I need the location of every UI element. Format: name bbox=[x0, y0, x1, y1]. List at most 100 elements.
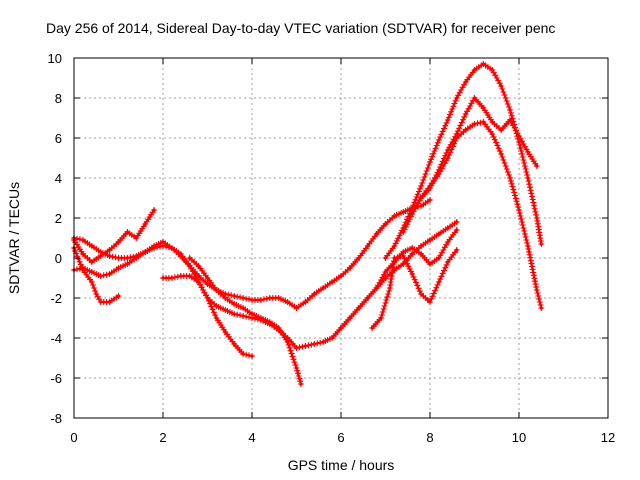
series-track-1 bbox=[71, 207, 158, 265]
data-point bbox=[232, 312, 236, 316]
data-point bbox=[116, 240, 121, 244]
data-point bbox=[526, 150, 530, 154]
data-point bbox=[464, 112, 468, 116]
data-point bbox=[383, 222, 388, 226]
data-point bbox=[437, 256, 441, 260]
data-point bbox=[268, 320, 272, 324]
y-tick-label: 8 bbox=[55, 91, 62, 106]
y-axis-label: SDTVAR / TECUs bbox=[6, 182, 22, 294]
data-point bbox=[472, 96, 477, 100]
x-tick-label: 10 bbox=[512, 430, 526, 445]
x-tick-label: 12 bbox=[601, 430, 615, 445]
y-tick-label: -8 bbox=[50, 411, 62, 426]
data-point bbox=[223, 292, 227, 296]
data-point bbox=[455, 220, 459, 224]
y-tick-label: -4 bbox=[50, 331, 62, 346]
data-point bbox=[499, 152, 503, 156]
series-line bbox=[384, 62, 543, 260]
data-point bbox=[401, 250, 405, 254]
data-point bbox=[366, 296, 370, 300]
data-point bbox=[188, 256, 192, 260]
data-point bbox=[214, 316, 218, 320]
data-point bbox=[188, 264, 192, 268]
data-point bbox=[197, 280, 201, 284]
series-markers bbox=[71, 219, 460, 351]
data-point bbox=[348, 316, 352, 320]
data-point bbox=[241, 314, 245, 318]
data-point bbox=[535, 216, 539, 220]
data-point bbox=[294, 346, 299, 350]
data-point bbox=[81, 266, 85, 270]
data-point bbox=[90, 244, 94, 248]
data-point bbox=[410, 252, 414, 256]
data-point bbox=[508, 176, 512, 180]
data-point bbox=[99, 254, 103, 258]
data-point bbox=[383, 270, 388, 274]
data-point bbox=[419, 244, 423, 248]
data-point bbox=[526, 176, 530, 180]
data-point bbox=[464, 128, 468, 132]
data-point bbox=[455, 248, 459, 252]
series-markers bbox=[369, 247, 460, 331]
data-point bbox=[410, 246, 414, 250]
data-point bbox=[526, 244, 530, 248]
y-tick-label: -2 bbox=[50, 291, 62, 306]
data-point bbox=[339, 326, 343, 330]
data-point bbox=[214, 288, 218, 292]
series-track-3 bbox=[71, 197, 433, 311]
data-point bbox=[419, 292, 423, 296]
data-point bbox=[232, 294, 236, 298]
x-axis-label: GPS time / hours bbox=[288, 457, 395, 473]
data-point bbox=[90, 260, 94, 264]
data-point bbox=[339, 274, 343, 278]
y-tick-label: 6 bbox=[55, 131, 62, 146]
series-markers bbox=[382, 61, 545, 261]
data-point bbox=[446, 148, 450, 152]
data-point bbox=[437, 232, 441, 236]
data-point bbox=[419, 184, 423, 188]
data-point bbox=[388, 286, 392, 290]
data-point bbox=[161, 244, 165, 248]
data-point bbox=[321, 286, 325, 290]
data-point bbox=[535, 164, 539, 168]
data-point bbox=[125, 256, 129, 260]
data-point bbox=[214, 304, 218, 308]
data-point bbox=[294, 366, 299, 370]
data-point bbox=[472, 122, 477, 126]
data-point bbox=[108, 254, 112, 258]
data-point bbox=[241, 296, 245, 300]
series-track-11 bbox=[418, 95, 540, 201]
data-point bbox=[357, 256, 361, 260]
data-point bbox=[81, 252, 85, 256]
data-point bbox=[94, 292, 98, 296]
data-point bbox=[143, 222, 147, 226]
data-point bbox=[401, 262, 405, 266]
data-point bbox=[517, 134, 521, 138]
series-track-5 bbox=[160, 273, 255, 359]
tick-labels: 0 2 4 6 8 10 12 -8 -6 -4 -2 0 2 4 6 8 10 bbox=[48, 51, 616, 445]
data-point bbox=[241, 352, 245, 356]
data-point bbox=[223, 296, 227, 300]
data-point bbox=[392, 244, 396, 248]
data-point bbox=[152, 208, 156, 212]
data-point bbox=[259, 316, 263, 320]
data-point bbox=[539, 242, 543, 246]
data-point bbox=[286, 340, 290, 344]
data-point bbox=[366, 244, 370, 248]
data-point bbox=[179, 274, 183, 278]
grid bbox=[74, 58, 608, 418]
data-point bbox=[428, 198, 432, 202]
data-point bbox=[464, 80, 468, 84]
data-point bbox=[419, 252, 423, 256]
data-point bbox=[197, 264, 201, 268]
series-track-8 bbox=[369, 247, 460, 331]
series-markers bbox=[186, 255, 304, 387]
data-point bbox=[330, 280, 334, 284]
data-point bbox=[116, 256, 121, 260]
data-point bbox=[161, 276, 165, 280]
data-point bbox=[410, 272, 414, 276]
data-point bbox=[90, 270, 94, 274]
data-point bbox=[81, 238, 85, 242]
data-point bbox=[401, 254, 405, 258]
